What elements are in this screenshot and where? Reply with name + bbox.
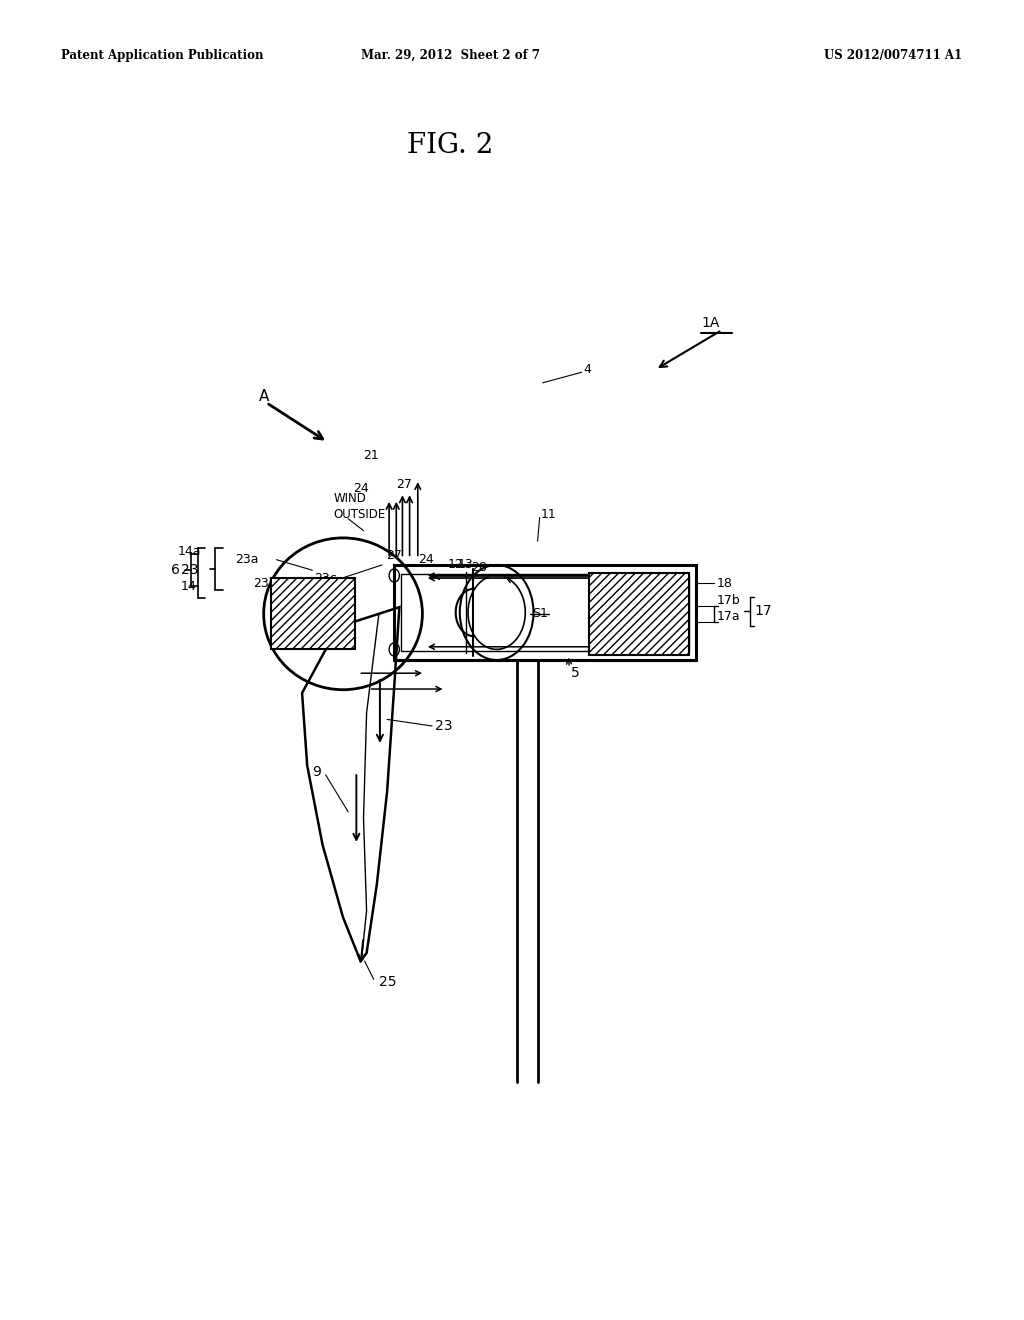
- Text: 23c: 23c: [314, 572, 337, 585]
- Text: 14: 14: [181, 579, 197, 593]
- Text: 12: 12: [447, 558, 463, 572]
- Text: 4: 4: [584, 363, 592, 376]
- Text: WIND: WIND: [334, 492, 367, 506]
- Text: Patent Application Publication: Patent Application Publication: [61, 49, 264, 62]
- Text: OUTSIDE: OUTSIDE: [334, 508, 386, 521]
- Bar: [589, 573, 689, 655]
- Text: 6: 6: [171, 564, 180, 577]
- Text: 21: 21: [362, 449, 379, 462]
- Text: FIG. 2: FIG. 2: [408, 132, 494, 158]
- Text: 11: 11: [541, 508, 556, 521]
- Text: 23b: 23b: [253, 577, 276, 590]
- Text: 25: 25: [379, 975, 396, 989]
- Text: 24: 24: [353, 482, 370, 495]
- Text: 23: 23: [181, 564, 199, 577]
- Text: Mar. 29, 2012  Sheet 2 of 7: Mar. 29, 2012 Sheet 2 of 7: [361, 49, 540, 62]
- Text: 28: 28: [471, 561, 487, 574]
- Text: 18: 18: [717, 577, 733, 590]
- Bar: [394, 565, 696, 660]
- Text: 27: 27: [386, 549, 402, 562]
- Text: S1: S1: [532, 607, 549, 620]
- Text: 23a: 23a: [236, 553, 259, 566]
- Text: 24: 24: [418, 553, 433, 566]
- Text: 14a: 14a: [177, 545, 201, 558]
- Text: 9: 9: [311, 766, 321, 779]
- Text: 23: 23: [435, 719, 453, 733]
- Text: 5: 5: [571, 667, 581, 680]
- Text: 1A: 1A: [701, 317, 720, 330]
- Bar: [401, 574, 689, 651]
- Text: A: A: [259, 388, 269, 404]
- Text: 17: 17: [755, 605, 772, 618]
- Text: 17b: 17b: [717, 594, 740, 607]
- Text: 27: 27: [396, 478, 413, 491]
- Text: 17a: 17a: [717, 610, 740, 623]
- Bar: [271, 578, 355, 649]
- Text: US 2012/0074711 A1: US 2012/0074711 A1: [824, 49, 963, 62]
- Text: 13: 13: [458, 558, 473, 572]
